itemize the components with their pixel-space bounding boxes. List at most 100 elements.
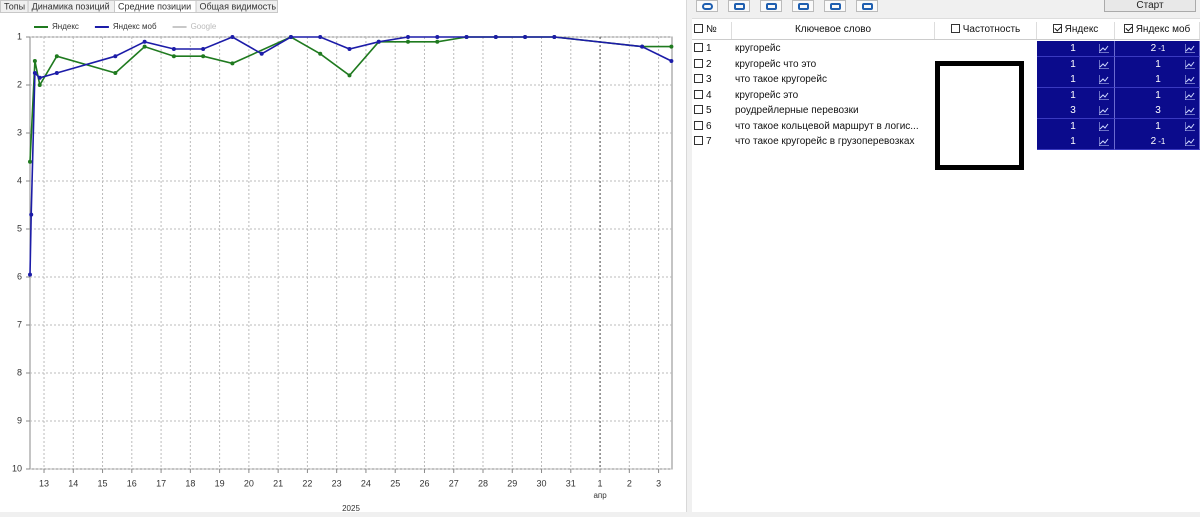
export-button[interactable]	[792, 0, 814, 12]
yandex-cell: 1	[1037, 134, 1115, 150]
yandex-mob-position: 1	[1155, 120, 1161, 132]
chart-icon[interactable]	[1099, 137, 1109, 146]
x-tick-label: 30	[537, 478, 547, 488]
chart-icon[interactable]	[1099, 44, 1109, 53]
data-point	[201, 47, 206, 51]
data-point	[376, 39, 381, 44]
yandex-mob-position: 1	[1155, 89, 1161, 101]
yandex-mob-position: 2	[1150, 43, 1157, 54]
yandex-mob-cell: 2 -1	[1115, 41, 1200, 57]
data-point	[493, 35, 498, 39]
data-point	[523, 35, 528, 39]
table-row[interactable]: 1 кругорейс 1 2 -1	[692, 41, 1200, 57]
yandex-mob-value: 1	[1143, 88, 1173, 103]
data-point	[669, 59, 674, 63]
report-button[interactable]	[760, 0, 782, 12]
header-cell[interactable]: Ключевое слово	[732, 22, 935, 39]
chart-icon[interactable]	[1185, 59, 1195, 69]
x-tick-label: 31	[566, 478, 576, 488]
data-point	[230, 61, 235, 66]
view-button[interactable]	[856, 0, 878, 12]
data-point	[37, 83, 42, 87]
toolbar: Старт	[692, 0, 1200, 19]
table-row[interactable]: 6 что такое кольцевой маршрут в логис... 1…	[692, 118, 1200, 135]
chart-icon[interactable]	[1185, 137, 1195, 146]
legend-label[interactable]: Яндекс	[52, 22, 79, 31]
table-row[interactable]: 7 что такое кругорейс в грузоперевозках 1 2…	[692, 134, 1200, 150]
data-point	[347, 73, 352, 78]
checkbox[interactable]	[694, 105, 703, 114]
keyword: кругорейс это	[735, 89, 799, 101]
chart-icon[interactable]	[1185, 121, 1195, 131]
plot-area	[29, 36, 673, 470]
share-button[interactable]	[824, 0, 846, 12]
yandex-mob-cell: 1	[1115, 56, 1200, 73]
keywords-panel: Старт № Ключевое слово Частотность Яндекс Ян…	[692, 0, 1200, 512]
checkbox[interactable]	[1052, 24, 1062, 33]
data-point	[318, 35, 323, 39]
checkbox[interactable]	[694, 43, 703, 52]
checkbox[interactable]	[950, 24, 960, 33]
yandex-position: 1	[1070, 136, 1076, 147]
y-tick-label: 5	[17, 223, 22, 233]
checkbox[interactable]	[694, 58, 703, 68]
checkbox[interactable]	[694, 24, 703, 33]
tab[interactable]	[195, 0, 278, 13]
row-number: 1	[706, 43, 712, 54]
splitter[interactable]	[686, 0, 692, 512]
sort-button[interactable]	[728, 0, 750, 12]
table-row[interactable]: 3 что такое кругорейс 1 1	[692, 72, 1200, 88]
table-row[interactable]: 2 кругорейс что это 1 1	[692, 56, 1200, 73]
history-button[interactable]	[696, 0, 718, 12]
data-point	[435, 35, 440, 39]
data-point	[32, 71, 37, 75]
checkbox[interactable]	[1123, 24, 1133, 33]
x-tick-label: 23	[332, 478, 342, 488]
checkbox[interactable]	[694, 74, 703, 83]
start-button[interactable]: Старт	[1104, 0, 1196, 12]
checkbox[interactable]	[694, 136, 703, 145]
yandex-mob-cell: 1	[1115, 87, 1200, 104]
yandex-position: 1	[1070, 58, 1076, 70]
x-tick-label: 15	[98, 478, 108, 488]
data-point	[171, 54, 176, 59]
checkbox[interactable]	[694, 89, 703, 99]
chart-icon[interactable]	[1185, 90, 1195, 100]
data-point	[54, 71, 59, 75]
chart-icon[interactable]	[1099, 90, 1109, 100]
x-tick-label: 20	[244, 478, 254, 488]
x-tick-label: 2	[627, 478, 632, 488]
header-cell[interactable]: Яндекс моб	[1115, 22, 1200, 39]
header-cell[interactable]: Частотность	[935, 22, 1037, 39]
chart-icon[interactable]	[1099, 106, 1109, 115]
chart-icon[interactable]	[1099, 59, 1109, 69]
header-cell[interactable]: Яндекс	[1037, 22, 1115, 39]
row-number: 2	[706, 58, 712, 70]
checkbox[interactable]	[694, 120, 703, 130]
row-number-cell: 2	[694, 57, 732, 73]
row-number-cell: 6	[694, 119, 732, 135]
row-number: 6	[706, 120, 712, 132]
row-number: 7	[706, 136, 712, 147]
yandex-mob-value: 1	[1143, 119, 1173, 134]
legend-label[interactable]: Google	[191, 22, 217, 31]
y-tick-label: 4	[17, 175, 22, 185]
chart-icon[interactable]	[1185, 44, 1195, 53]
data-point	[435, 39, 440, 44]
header-label: №	[706, 24, 717, 35]
chart-icon[interactable]	[1185, 106, 1195, 115]
legend-label[interactable]: Яндекс моб	[113, 22, 157, 31]
header-label: Яндекс моб	[1135, 24, 1191, 35]
header-cell[interactable]: №	[694, 22, 732, 39]
header-label: Ключевое слово	[794, 24, 872, 35]
data-point	[32, 59, 37, 63]
data-point	[171, 47, 176, 51]
keyword: что такое кольцевой маршрут в логис...	[735, 120, 919, 132]
x-tick-label: 28	[478, 478, 488, 488]
chart-icon[interactable]	[1099, 121, 1109, 131]
chart-icon[interactable]	[1099, 75, 1109, 84]
data-point	[201, 54, 206, 59]
yandex-position: 1	[1070, 74, 1076, 85]
chart-icon[interactable]	[1185, 75, 1195, 84]
